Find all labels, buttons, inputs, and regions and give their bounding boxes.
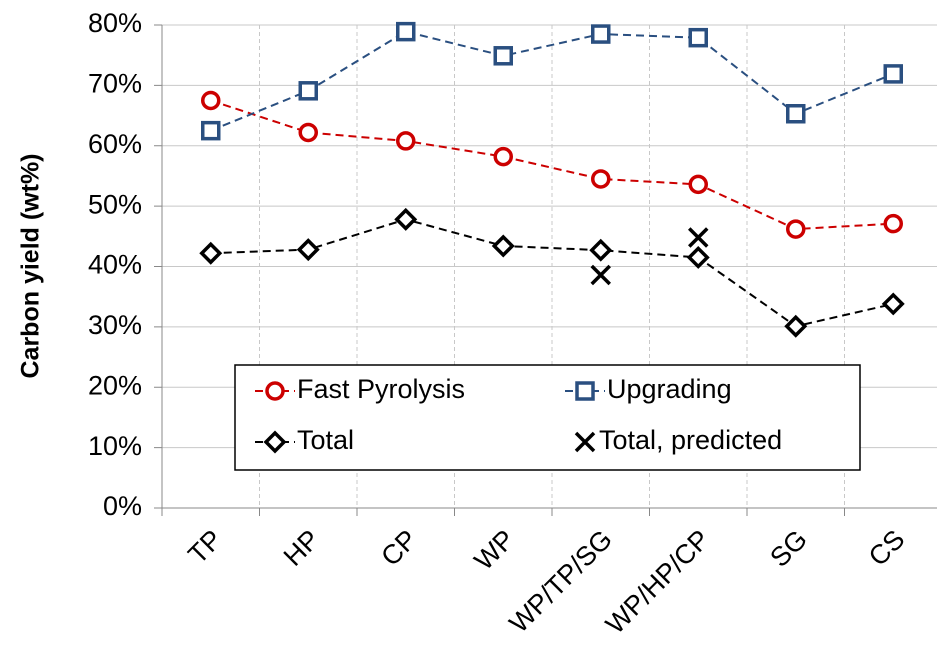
marker xyxy=(591,169,611,189)
y-tick-label: 50% xyxy=(88,189,142,219)
x-tick-label: CS xyxy=(863,524,911,572)
marker xyxy=(686,245,710,269)
x-tick-label: WP/TP/SG xyxy=(503,524,618,639)
y-tick-label: 60% xyxy=(88,129,142,159)
marker xyxy=(493,146,513,167)
x-tick-label: SG xyxy=(764,524,813,573)
y-tick-label: 80% xyxy=(88,8,142,38)
marker xyxy=(786,219,806,239)
y-tick-label: 20% xyxy=(88,370,142,400)
legend-marker xyxy=(574,431,596,453)
legend-label: Fast Pyrolysis xyxy=(297,374,465,404)
y-tick-label: 40% xyxy=(88,250,142,280)
marker xyxy=(589,238,613,262)
legend-label: Total xyxy=(297,425,354,455)
series-line xyxy=(210,30,894,132)
legend-marker xyxy=(575,381,595,401)
marker xyxy=(688,27,708,48)
x-tick-label: CP xyxy=(375,524,423,572)
legend-label: Total, predicted xyxy=(599,425,782,455)
marker xyxy=(201,90,221,111)
x-tick-label: HP xyxy=(278,524,326,572)
marker xyxy=(394,207,418,231)
y-tick-label: 70% xyxy=(88,69,142,99)
y-tick-label: 10% xyxy=(88,431,142,461)
x-tick-label: TP xyxy=(182,524,228,570)
marker xyxy=(493,46,513,66)
marker xyxy=(491,234,515,258)
marker xyxy=(881,292,905,316)
x-tick-label: WP xyxy=(469,524,521,576)
y-tick-label: 0% xyxy=(103,491,142,521)
marker xyxy=(688,227,709,248)
legend: Fast Pyrolysis Upgrading Total Total, predi… xyxy=(255,374,782,455)
legend-box xyxy=(234,364,861,471)
marker xyxy=(591,24,611,44)
legend-marker xyxy=(263,430,287,454)
legend-marker xyxy=(265,381,285,401)
x-tick-label: WP/HP/CP xyxy=(600,524,716,640)
y-tick-label: 30% xyxy=(88,310,142,340)
series-line xyxy=(210,99,894,231)
marker xyxy=(298,81,318,101)
marker xyxy=(201,120,221,141)
marker xyxy=(396,21,416,42)
marker xyxy=(784,314,808,338)
marker xyxy=(786,104,806,124)
plot xyxy=(199,21,905,338)
legend-label: Upgrading xyxy=(607,374,732,404)
marker xyxy=(883,213,903,234)
marker xyxy=(688,174,708,195)
y-axis-title: Carbon yield (wt%) xyxy=(17,153,45,378)
marker xyxy=(199,241,223,265)
marker xyxy=(296,238,320,262)
marker xyxy=(590,264,611,286)
marker xyxy=(396,131,416,151)
marker xyxy=(883,64,903,84)
marker xyxy=(298,122,318,143)
